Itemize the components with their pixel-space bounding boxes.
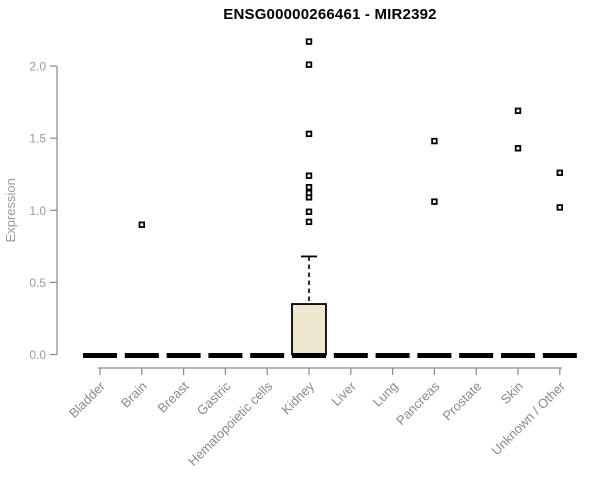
median-bar	[250, 353, 285, 358]
outlier-point	[514, 145, 522, 152]
x-category-label: Gastric	[194, 378, 234, 418]
median-bar	[208, 353, 243, 358]
y-tick-label: 2.0	[29, 60, 46, 74]
x-category-label: Brain	[118, 379, 150, 411]
y-tick-label: 0.5	[29, 276, 46, 290]
outlier-point	[431, 198, 438, 205]
outlier-point	[556, 169, 563, 177]
x-category-label: Lung	[370, 379, 401, 410]
x-category-label: Pancreas	[393, 378, 443, 428]
outlier-point	[305, 61, 313, 68]
median-bar	[333, 353, 368, 358]
x-category-label: Bladder	[66, 378, 109, 421]
outlier-point	[305, 38, 313, 45]
median-bar	[417, 353, 452, 358]
y-tick-label: 1.0	[29, 204, 46, 218]
x-category-label: Breast	[155, 378, 192, 415]
median-bar	[166, 353, 201, 358]
outlier-point	[305, 208, 313, 215]
box-body	[291, 303, 327, 356]
median-bar	[124, 353, 159, 358]
outlier-point	[556, 204, 563, 211]
outlier-point	[431, 137, 438, 145]
outlier-point	[305, 189, 313, 197]
x-category-label: Unknown / Other	[488, 378, 568, 458]
x-category-label: Skin	[498, 379, 526, 407]
x-category-label: Liver	[328, 378, 359, 409]
outlier-point	[138, 221, 145, 228]
median-bar	[83, 353, 117, 358]
outlier-point	[305, 130, 313, 138]
x-category-label: Prostate	[439, 379, 484, 424]
outlier-point	[305, 172, 313, 179]
median-bar	[542, 353, 577, 358]
outlier-point	[514, 107, 522, 115]
outlier-point	[305, 184, 313, 191]
y-axis-title: Expression	[3, 178, 18, 242]
median-bar	[292, 353, 326, 358]
chart-title: ENSG00000266461 - MIR2392	[223, 6, 437, 23]
x-category-label: Kidney	[278, 378, 317, 417]
outlier-point	[305, 218, 313, 226]
y-tick-label: 0.0	[29, 348, 46, 362]
median-bar	[375, 353, 410, 358]
median-bar	[501, 353, 535, 358]
median-bar	[459, 353, 494, 358]
y-tick-label: 1.5	[29, 132, 46, 146]
